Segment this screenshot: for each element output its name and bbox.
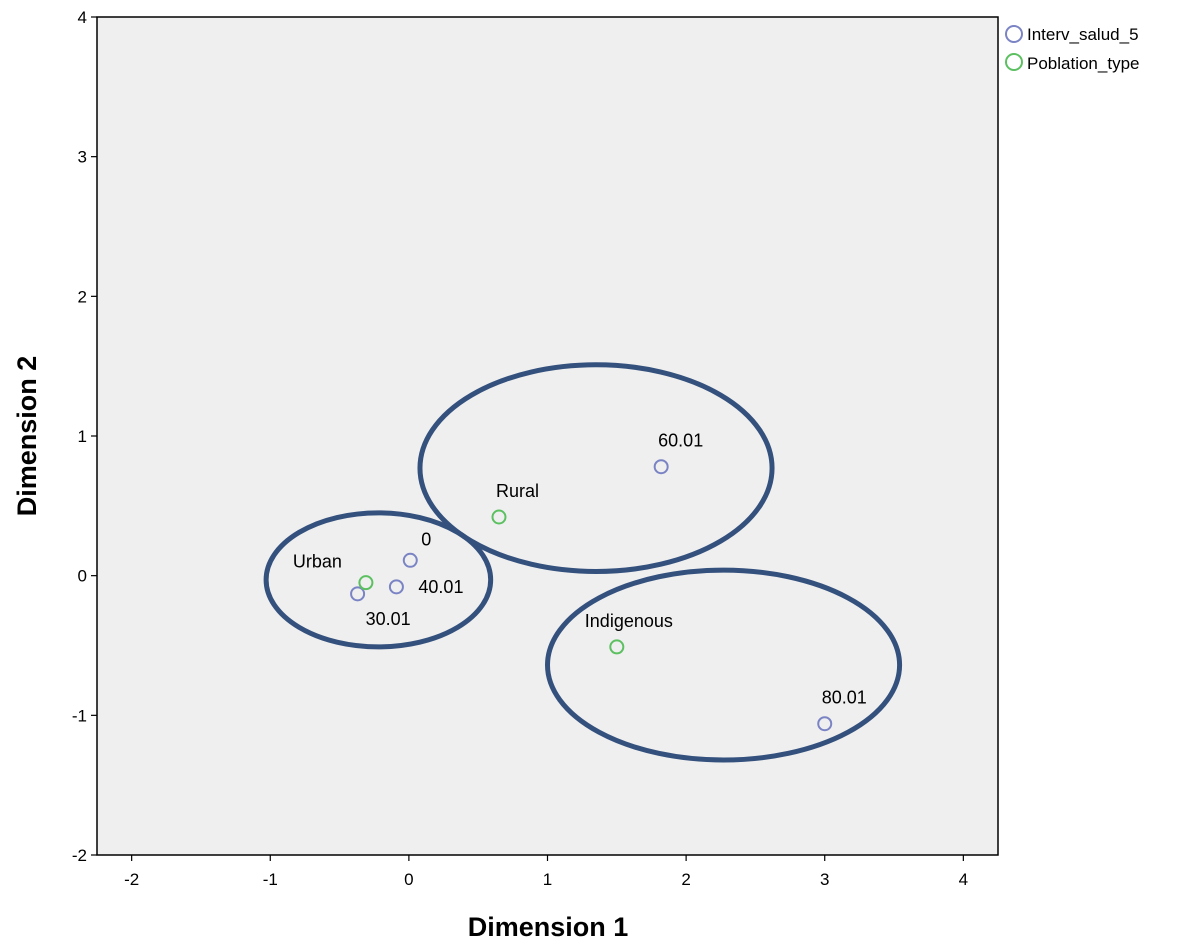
cluster-ellipse-1 [263, 510, 494, 650]
x-tick-label: 4 [959, 870, 968, 889]
y-tick-label: -2 [72, 846, 87, 865]
point-rural [491, 509, 507, 525]
point-40-01 [388, 579, 404, 595]
legend-marker-poblation-type [1005, 53, 1023, 71]
point-80-01 [817, 716, 833, 732]
legend-marker-interv-salud [1005, 25, 1023, 43]
x-tick-label: -1 [263, 870, 278, 889]
x-tick-label: 1 [543, 870, 552, 889]
cluster-ellipse-2 [417, 362, 775, 574]
point-labels: 0 40.01 30.01 60.01 80.01 Urban Rural Indigenou… [293, 431, 867, 708]
point-label-urban: Urban [293, 552, 342, 572]
y-tick-label: 0 [78, 567, 87, 586]
plot-area [96, 16, 999, 856]
legend: Interv_salud_5 Poblation_type [1005, 25, 1139, 73]
x-tick-label: 3 [820, 870, 829, 889]
point-60-01 [653, 459, 669, 475]
y-axis-title: Dimension 2 [12, 356, 42, 517]
data-points [350, 459, 833, 732]
x-tick-label: 2 [681, 870, 690, 889]
point-30-01 [350, 586, 366, 602]
point-label-indigenous: Indigenous [585, 611, 673, 631]
point-label-80-01: 80.01 [822, 688, 867, 708]
legend-label-poblation-type: Poblation_type [1027, 54, 1139, 73]
x-axis-title: Dimension 1 [468, 912, 629, 942]
point-label-60-01: 60.01 [658, 431, 703, 451]
cluster-ellipse-3 [545, 567, 903, 763]
y-tick-label: 2 [78, 287, 87, 306]
y-tick-label: 1 [78, 427, 87, 446]
y-tick-label: 4 [78, 8, 87, 27]
point-urban [358, 575, 374, 591]
x-tick-label: -2 [124, 870, 139, 889]
axes: -2 -1 0 1 2 3 4 -2 -1 0 1 2 3 4 [72, 8, 968, 889]
point-label-30-01: 30.01 [366, 609, 411, 629]
y-tick-label: -1 [72, 706, 87, 725]
point-label-rural: Rural [496, 481, 539, 501]
point-label-40-01: 40.01 [418, 577, 463, 597]
point-0 [402, 552, 418, 568]
y-tick-label: 3 [78, 148, 87, 167]
point-label-0: 0 [421, 529, 431, 549]
x-tick-label: 0 [404, 870, 413, 889]
point-indigenous [609, 639, 625, 655]
legend-label-interv-salud: Interv_salud_5 [1027, 25, 1139, 44]
cluster-ellipses [263, 362, 903, 763]
